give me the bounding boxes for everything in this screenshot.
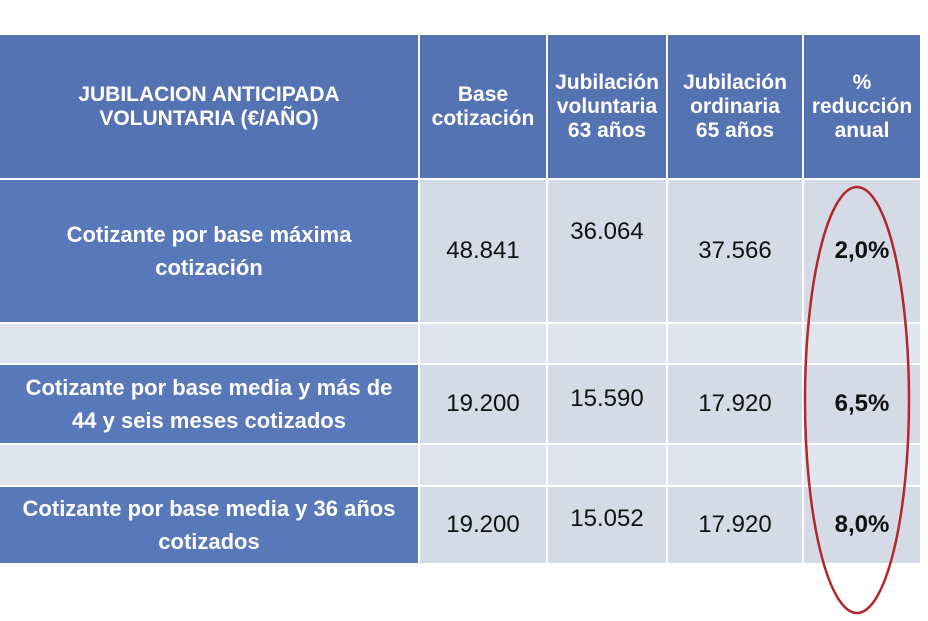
value-cell: 17.920: [668, 365, 802, 443]
cell-text: 48.841: [446, 237, 520, 264]
cell-text: 17.920: [698, 390, 772, 417]
header-text: 65 años: [695, 118, 775, 142]
header-text: JUBILACION ANTICIPADA: [78, 82, 340, 106]
row-label-text: cotizados: [158, 529, 260, 554]
header-text: anual: [834, 118, 890, 142]
cell-text: 6,5%: [834, 390, 890, 417]
row-label-text: Cotizante por base media y 36 años: [22, 496, 396, 521]
cell-text: 15.590: [570, 385, 644, 412]
header-text: Jubilación: [683, 70, 787, 94]
value-cell: 19.200: [420, 487, 546, 563]
header-text: voluntaria: [556, 94, 658, 118]
header-text: ordinaria: [690, 94, 780, 118]
cell-text: 37.566: [698, 237, 772, 264]
spacer-cell: [420, 445, 546, 485]
value-cell: 37.566: [668, 180, 802, 322]
row-label-text: Cotizante por base media y más de: [25, 375, 393, 400]
row-label-cell: Cotizante por base media y 36 años cotiza…: [0, 487, 418, 563]
header-text: 63 años: [567, 118, 647, 142]
spacer-cell: [804, 445, 920, 485]
row-label-text: cotización: [155, 255, 263, 280]
header-text: Base: [457, 82, 509, 106]
cell-text: 19.200: [446, 390, 520, 417]
header-cell: JUBILACION ANTICIPADA VOLUNTARIA (€/AÑO): [0, 35, 418, 178]
value-cell: 48.841: [420, 180, 546, 322]
header-cell: Jubilación voluntaria 63 años: [548, 35, 666, 178]
value-cell: 15.052: [548, 487, 666, 563]
percent-cell: 6,5%: [804, 365, 920, 443]
spacer-cell: [420, 324, 546, 363]
cell-text: 8,0%: [834, 511, 890, 538]
value-cell: 17.920: [668, 487, 802, 563]
spacer-cell: [0, 324, 418, 363]
cell-text: 2,0%: [834, 237, 890, 264]
row-label-text: Cotizante por base máxima: [66, 222, 352, 247]
spacer-cell: [668, 445, 802, 485]
highlight-ellipse: [803, 185, 911, 615]
header-text: reducción: [811, 94, 913, 118]
cell-text: 17.920: [698, 511, 772, 538]
value-cell: 15.590: [548, 365, 666, 443]
cell-text: 36.064: [570, 218, 644, 245]
row-label-cell: Cotizante por base media y más de 44 y se…: [0, 365, 418, 443]
spacer-cell: [0, 445, 418, 485]
value-cell: 19.200: [420, 365, 546, 443]
spacer-cell: [548, 445, 666, 485]
header-text: cotización: [431, 106, 535, 130]
percent-cell: 2,0%: [804, 180, 920, 322]
header-text: Jubilación: [555, 70, 659, 94]
header-cell: Jubilación ordinaria 65 años: [668, 35, 802, 178]
header-cell: Base cotización: [420, 35, 546, 178]
header-text: VOLUNTARIA (€/AÑO): [99, 106, 319, 130]
spacer-cell: [668, 324, 802, 363]
percent-cell: 8,0%: [804, 487, 920, 563]
value-cell: 36.064: [548, 180, 666, 322]
header-text: %: [852, 70, 872, 94]
cell-text: 15.052: [570, 505, 644, 532]
cell-text: 19.200: [446, 511, 520, 538]
row-label-cell: Cotizante por base máxima cotización: [0, 180, 418, 322]
spacer-cell: [804, 324, 920, 363]
row-label-text: 44 y seis meses cotizados: [72, 408, 346, 433]
spacer-cell: [548, 324, 666, 363]
header-cell: % reducción anual: [804, 35, 920, 178]
